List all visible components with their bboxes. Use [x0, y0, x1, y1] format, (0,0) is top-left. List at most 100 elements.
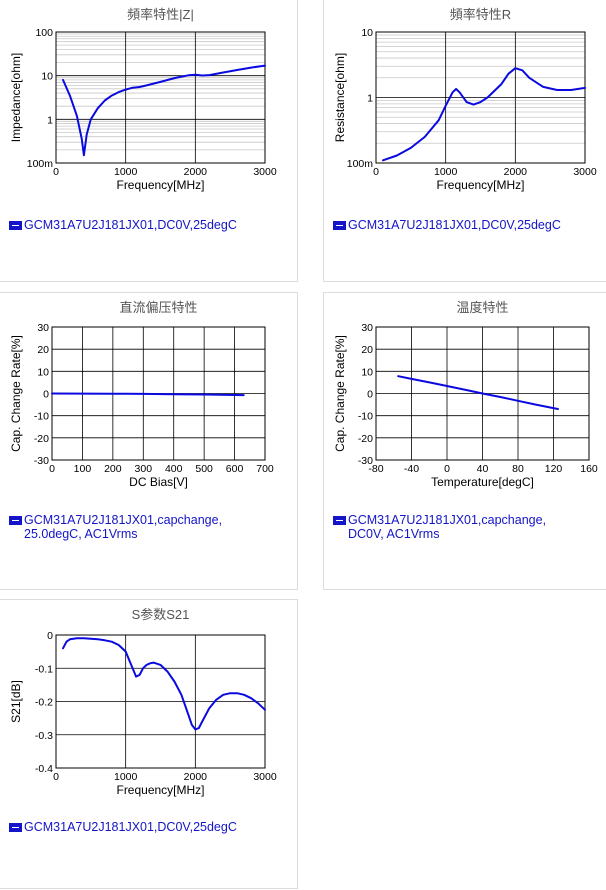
- legend-swatch-icon: [9, 823, 22, 832]
- plot-frame: [55, 31, 266, 164]
- y-tick-label: 10: [37, 366, 49, 378]
- chart-svg-0: 頻率特性|Z| 0 1000 2000 3000 100m 1 10 100 Frequency[…: [9, 7, 277, 192]
- y-tick-label: -0.4: [35, 763, 53, 775]
- y-tick-label: 10: [41, 71, 53, 83]
- y-tick-label: 100m: [27, 158, 54, 170]
- chart-title: 温度特性: [456, 300, 508, 315]
- chart-svg-1: 頻率特性R 0 1000 2000 3000 100m 1 10 Frequency[MHz] R…: [333, 7, 597, 192]
- x-tick-label: 3000: [253, 166, 277, 178]
- y-axis-label: Impedance[ohm]: [9, 53, 23, 142]
- y-axis-label: Resistance[ohm]: [333, 53, 347, 142]
- plot-frame: [375, 326, 590, 461]
- y-tick-label: -20: [358, 433, 373, 445]
- legend-item[interactable]: GCM31A7U2J181JX01,DC0V,25degC: [333, 218, 578, 232]
- y-tick-label: 20: [37, 344, 49, 356]
- x-tick-label: 120: [545, 463, 563, 475]
- y-tick-label: 10: [361, 366, 373, 378]
- legend-item[interactable]: GCM31A7U2J181JX01,capchange, 25.0degC, A…: [9, 513, 254, 541]
- chart-title: S参数S21: [132, 607, 190, 622]
- chart-title: 直流偏压特性: [119, 300, 197, 315]
- y-axis-label: S21[dB]: [9, 680, 23, 723]
- legend-swatch-icon: [9, 221, 22, 230]
- chart-svg-3: 温度特性 -80 -40 0 40 80 120 160 -30 -20 -10 0 10 20 30 Tem…: [333, 300, 598, 489]
- chart-card-temperature: 温度特性 -80 -40 0 40 80 120 160 -30 -20 -10 0 10 20 30 Tem…: [323, 292, 606, 590]
- y-tick-label: -0.3: [35, 730, 53, 742]
- series-line: [62, 637, 266, 731]
- chart-title: 頻率特性|Z|: [127, 7, 194, 22]
- x-tick-label: 400: [165, 463, 183, 475]
- x-tick-label: 80: [512, 463, 524, 475]
- x-tick-label: 1000: [434, 166, 458, 178]
- y-tick-label: -30: [34, 455, 49, 467]
- x-tick-label: 0: [53, 771, 59, 783]
- x-tick-label: 1000: [114, 166, 138, 178]
- x-tick-label: 500: [195, 463, 213, 475]
- chart-card-resistance: 頻率特性R 0 1000 2000 3000 100m 1 10 Frequency[MHz] R…: [323, 0, 606, 282]
- x-tick-label: 3000: [253, 771, 277, 783]
- y-tick-label: 1: [367, 93, 373, 105]
- x-tick-label: 3000: [573, 166, 597, 178]
- legend-item[interactable]: GCM31A7U2J181JX01,DC0V,25degC: [9, 218, 254, 232]
- legend-swatch-icon: [333, 516, 346, 525]
- y-tick-label: -20: [34, 433, 49, 445]
- legend-label: GCM31A7U2J181JX01,DC0V,25degC: [348, 218, 561, 232]
- legend-label: GCM31A7U2J181JX01,capchange, 25.0degC, A…: [24, 513, 223, 541]
- series-line: [51, 392, 245, 397]
- x-axis-label: Frequency[MHz]: [116, 783, 204, 797]
- x-tick-label: 2000: [184, 166, 208, 178]
- legend-label: GCM31A7U2J181JX01,capchange, DC0V, AC1Vr…: [348, 513, 547, 541]
- x-tick-label: -40: [404, 463, 419, 475]
- chart-card-s21: S参数S21 0 1000 2000 3000 -0.4 -0.3 -0.2 -0.1 0 Freq…: [0, 599, 298, 889]
- legend-item[interactable]: GCM31A7U2J181JX01,capchange, DC0V, AC1Vr…: [333, 513, 578, 541]
- x-tick-label: 0: [373, 166, 379, 178]
- y-tick-label: 0: [367, 389, 373, 401]
- x-tick-label: 100: [74, 463, 92, 475]
- x-tick-label: 0: [53, 166, 59, 178]
- x-tick-label: 0: [444, 463, 450, 475]
- x-tick-label: 600: [226, 463, 244, 475]
- x-axis-label: Frequency[MHz]: [436, 178, 524, 192]
- y-tick-label: 0: [43, 389, 49, 401]
- chart-card-impedance: 頻率特性|Z| 0 1000 2000 3000 100m 1 10 100 Frequency[…: [0, 0, 298, 282]
- x-axis-label: DC Bias[V]: [129, 475, 188, 489]
- legend-item[interactable]: GCM31A7U2J181JX01,DC0V,25degC: [9, 820, 254, 834]
- x-tick-label: 2000: [184, 771, 208, 783]
- y-tick-label: 30: [37, 322, 49, 334]
- legend-label: GCM31A7U2J181JX01,DC0V,25degC: [24, 820, 237, 834]
- x-tick-label: 1000: [114, 771, 138, 783]
- x-tick-label: -80: [368, 463, 383, 475]
- chart-card-dc-bias: 直流偏压特性 0 100 200 300 400 500 600 700 -30 -20 -10 0 10…: [0, 292, 298, 590]
- y-tick-label: -10: [358, 411, 373, 423]
- y-tick-label: 10: [361, 27, 373, 39]
- series-line: [397, 375, 559, 410]
- y-tick-label: 20: [361, 344, 373, 356]
- x-tick-label: 160: [580, 463, 598, 475]
- x-tick-label: 0: [49, 463, 55, 475]
- legend-swatch-icon: [9, 516, 22, 525]
- plot-frame: [55, 634, 266, 769]
- x-tick-label: 2000: [504, 166, 528, 178]
- legend-label: GCM31A7U2J181JX01,DC0V,25degC: [24, 218, 237, 232]
- x-axis-label: Temperature[degC]: [431, 475, 534, 489]
- y-tick-label: 0: [47, 630, 53, 642]
- x-tick-label: 40: [477, 463, 489, 475]
- y-tick-label: -0.1: [35, 663, 53, 675]
- chart-title: 頻率特性R: [450, 7, 511, 22]
- y-tick-label: -0.2: [35, 697, 53, 709]
- y-axis-label: Cap. Change Rate[%]: [9, 335, 23, 452]
- legend-swatch-icon: [333, 221, 346, 230]
- y-tick-label: 100m: [347, 158, 374, 170]
- y-tick-label: 1: [47, 114, 53, 126]
- chart-svg-2: 直流偏压特性 0 100 200 300 400 500 600 700 -30 -20 -10 0 10…: [9, 300, 274, 489]
- y-tick-label: 30: [361, 322, 373, 334]
- x-tick-label: 700: [256, 463, 274, 475]
- x-tick-label: 200: [104, 463, 122, 475]
- y-tick-label: -30: [358, 455, 373, 467]
- series-line: [62, 64, 266, 157]
- plot-frame: [375, 31, 586, 164]
- chart-svg-4: S参数S21 0 1000 2000 3000 -0.4 -0.3 -0.2 -0.1 0 Freq…: [9, 607, 277, 797]
- x-tick-label: 300: [135, 463, 153, 475]
- y-axis-label: Cap. Change Rate[%]: [333, 335, 347, 452]
- y-tick-label: -10: [34, 411, 49, 423]
- series-line: [382, 67, 586, 162]
